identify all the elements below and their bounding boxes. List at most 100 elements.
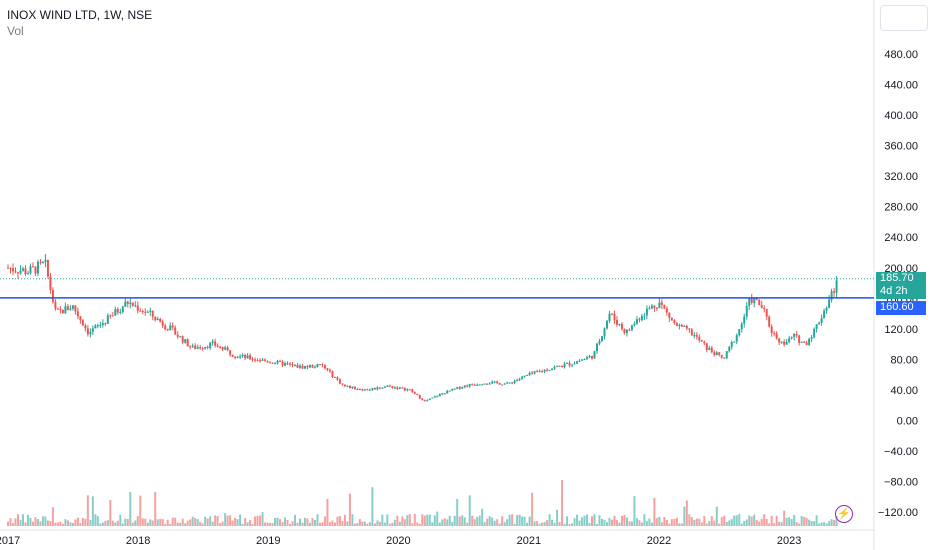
volume-bar — [299, 518, 302, 526]
candle-body — [54, 301, 57, 309]
candle-body — [568, 362, 571, 366]
candle-body — [194, 345, 197, 349]
candle-body — [655, 307, 658, 309]
candle-body — [803, 341, 806, 343]
volume-label: Vol — [7, 24, 24, 38]
candle-body — [398, 387, 401, 389]
candle-body — [164, 325, 167, 330]
candle-body — [501, 384, 504, 386]
candle-body — [124, 301, 127, 307]
volume-bar — [768, 523, 771, 526]
volume-bar — [625, 517, 628, 526]
volume-bar — [680, 523, 683, 526]
candle-body — [728, 346, 731, 352]
lightning-icon[interactable]: ⚡ — [835, 505, 853, 523]
volume-bar — [558, 521, 561, 526]
volume-bar — [281, 522, 284, 526]
volume-bar — [461, 515, 464, 526]
countdown-value: 4d 2h — [880, 284, 908, 297]
y-tick-label: 360.00 — [884, 141, 918, 153]
volume-bar — [760, 518, 763, 526]
volume-bar — [638, 520, 641, 526]
candle-body — [573, 363, 576, 365]
candle-body — [793, 334, 796, 338]
candle-body — [199, 347, 202, 349]
candle-body — [795, 334, 798, 336]
candle-body — [615, 320, 618, 325]
volume-bar — [453, 515, 456, 526]
candle-body — [688, 328, 691, 330]
volume-bar — [333, 522, 336, 526]
candle-body — [763, 307, 766, 310]
candle-body — [343, 384, 346, 387]
volume-bar — [690, 517, 693, 526]
volume-bar — [693, 519, 696, 526]
candle-body — [441, 393, 444, 395]
candle-body — [413, 392, 416, 394]
candle-body — [658, 302, 661, 309]
volume-bar — [79, 523, 82, 526]
candle-body — [423, 400, 426, 402]
volume-bar — [496, 519, 499, 526]
candle-body — [361, 389, 364, 391]
candle-body — [269, 362, 272, 364]
volume-bar — [705, 523, 708, 526]
volume-bar — [835, 516, 838, 526]
candle-body — [648, 308, 651, 310]
candle-body — [693, 335, 696, 337]
candle-body — [720, 354, 723, 358]
volume-bar — [448, 515, 451, 526]
candle-body — [508, 382, 511, 384]
volume-bar — [633, 496, 636, 526]
volume-bar — [391, 522, 394, 526]
candle-body — [703, 341, 706, 344]
volume-bar — [66, 520, 69, 526]
volume-bar — [199, 521, 202, 526]
volume-bar — [371, 487, 374, 526]
candle-body — [139, 310, 142, 312]
volume-bar — [433, 515, 436, 526]
candle-body — [493, 381, 496, 383]
candle-body — [169, 325, 172, 331]
volume-bar — [111, 520, 114, 526]
volume-bar — [770, 515, 773, 526]
volume-bar — [171, 517, 174, 526]
candle-body — [620, 324, 623, 329]
candle-body — [486, 383, 489, 385]
candle-body — [773, 333, 776, 335]
volume-bar — [685, 500, 688, 526]
volume-bar — [498, 523, 501, 526]
volume-bar — [296, 522, 299, 526]
volume-bar — [174, 517, 177, 526]
volume-bar — [665, 519, 668, 526]
volume-bar — [828, 521, 831, 526]
candle-body — [229, 350, 232, 355]
candle-body — [214, 341, 217, 346]
candle-body — [558, 365, 561, 367]
volume-bar — [26, 514, 29, 526]
symbol-title: INOX WIND LTD, 1W, NSE — [7, 8, 153, 22]
volume-bar — [121, 523, 124, 526]
candle-body — [685, 326, 688, 329]
volume-bar — [161, 519, 164, 526]
volume-bar — [733, 515, 736, 526]
y-tick-label: 40.00 — [890, 385, 918, 397]
volume-bar — [551, 519, 554, 526]
candle-body — [456, 387, 459, 389]
candle-body — [680, 324, 683, 327]
candle-body — [76, 311, 79, 317]
volume-bar — [700, 522, 703, 526]
candle-body — [396, 387, 399, 389]
settings-box[interactable] — [880, 5, 928, 31]
volume-bar — [418, 523, 421, 526]
candle-body — [56, 308, 59, 310]
candle-body — [436, 396, 439, 398]
candle-body — [86, 328, 89, 335]
candle-body — [244, 354, 247, 359]
volume-bar — [748, 515, 751, 526]
volume-bar — [793, 515, 796, 526]
volume-bar — [7, 521, 9, 526]
volume-bar — [139, 495, 142, 526]
volume-bar — [164, 523, 167, 526]
